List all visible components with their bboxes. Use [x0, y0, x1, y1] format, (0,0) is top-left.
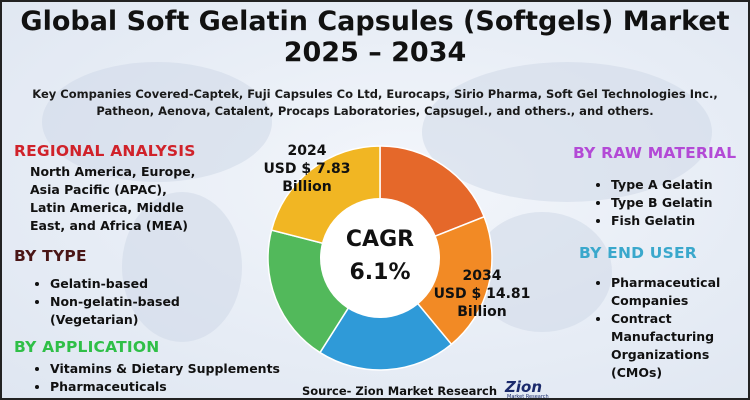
- source-text: Source- Zion Market Research: [302, 384, 498, 398]
- regional-line: Asia Pacific (APAC),: [30, 182, 167, 197]
- annotation-2034: 2034 USD $ 14.81 Billion: [422, 267, 542, 321]
- annotation-2034-year: 2034: [462, 268, 502, 284]
- annotation-2024-value: USD $ 7.83: [263, 161, 351, 177]
- list-item: Contract Manufacturing Organizations (CMOs): [611, 310, 720, 382]
- annotation-2024-year: 2024: [287, 143, 327, 159]
- list-item-text: Manufacturing: [611, 329, 715, 344]
- regional-line: East, and Africa (MEA): [30, 218, 188, 233]
- list-item: Vitamins & Dietary Supplements: [50, 360, 280, 378]
- donut-chart: [267, 145, 493, 371]
- list-item: Gelatin-based: [50, 275, 180, 293]
- page-title: Global Soft Gelatin Capsules (Softgels) …: [2, 6, 748, 68]
- title-line-2: 2025 – 2034: [283, 37, 467, 68]
- list-item: Fish Gelatin: [611, 212, 713, 230]
- world-map-shape: [42, 62, 272, 182]
- zion-logo: Zion: [505, 378, 543, 396]
- companies-line-1: Key Companies Covered-Captek, Fuji Capsu…: [32, 87, 718, 101]
- annotation-2034-value: USD $ 14.81: [433, 286, 531, 302]
- by-end-user-list: Pharmaceutical Companies Contract Manufact…: [593, 274, 720, 382]
- companies-line-2: Patheon, Aenova, Catalent, Procaps Labor…: [96, 104, 654, 118]
- list-item: Pharmaceutical Companies: [611, 274, 720, 310]
- by-raw-material-heading: BY RAW MATERIAL: [573, 144, 737, 162]
- zion-logo-subtext: Market Research: [507, 394, 549, 400]
- list-item-text: Companies: [611, 293, 689, 308]
- cagr-value: 6.1%: [349, 260, 411, 285]
- list-item: Non-gelatin-based (Vegetarian): [50, 293, 180, 329]
- by-type-list: Gelatin-based Non-gelatin-based (Vegetari…: [32, 275, 180, 329]
- key-companies-text: Key Companies Covered-Captek, Fuji Capsu…: [22, 86, 728, 120]
- list-item: Type B Gelatin: [611, 194, 713, 212]
- regional-line: North America, Europe,: [30, 164, 196, 179]
- list-item: Type A Gelatin: [611, 176, 713, 194]
- annotation-2024: 2024 USD $ 7.83 Billion: [252, 142, 362, 196]
- annotation-2034-unit: Billion: [457, 304, 507, 320]
- by-application-list: Vitamins & Dietary Supplements Pharmaceu…: [32, 360, 280, 396]
- regional-line: Latin America, Middle: [30, 200, 184, 215]
- world-map-shape: [122, 192, 242, 342]
- by-application-heading: BY APPLICATION: [14, 338, 160, 356]
- annotation-2024-unit: Billion: [282, 179, 332, 195]
- list-item-text: Contract: [611, 311, 672, 326]
- title-line-1: Global Soft Gelatin Capsules (Softgels) …: [20, 6, 730, 37]
- list-item-text: Non-gelatin-based: [50, 294, 180, 309]
- donut-hole: [320, 198, 440, 318]
- world-map-shape: [472, 212, 612, 332]
- list-item-text: (Vegetarian): [50, 312, 139, 327]
- regional-analysis-heading: REGIONAL ANALYSIS: [14, 142, 196, 160]
- by-raw-material-list: Type A Gelatin Type B Gelatin Fish Gelat…: [593, 176, 713, 230]
- by-end-user-heading: BY END USER: [579, 244, 697, 262]
- list-item-text: Pharmaceutical: [611, 275, 721, 290]
- list-item-text: (CMOs): [611, 365, 663, 380]
- world-map-shape: [422, 62, 712, 202]
- by-type-heading: BY TYPE: [14, 247, 87, 265]
- regional-analysis-text: North America, Europe, Asia Pacific (APA…: [30, 163, 195, 235]
- list-item-text: Organizations: [611, 347, 710, 362]
- cagr-label: CAGR: [345, 227, 415, 252]
- list-item: Pharmaceuticals: [50, 378, 280, 396]
